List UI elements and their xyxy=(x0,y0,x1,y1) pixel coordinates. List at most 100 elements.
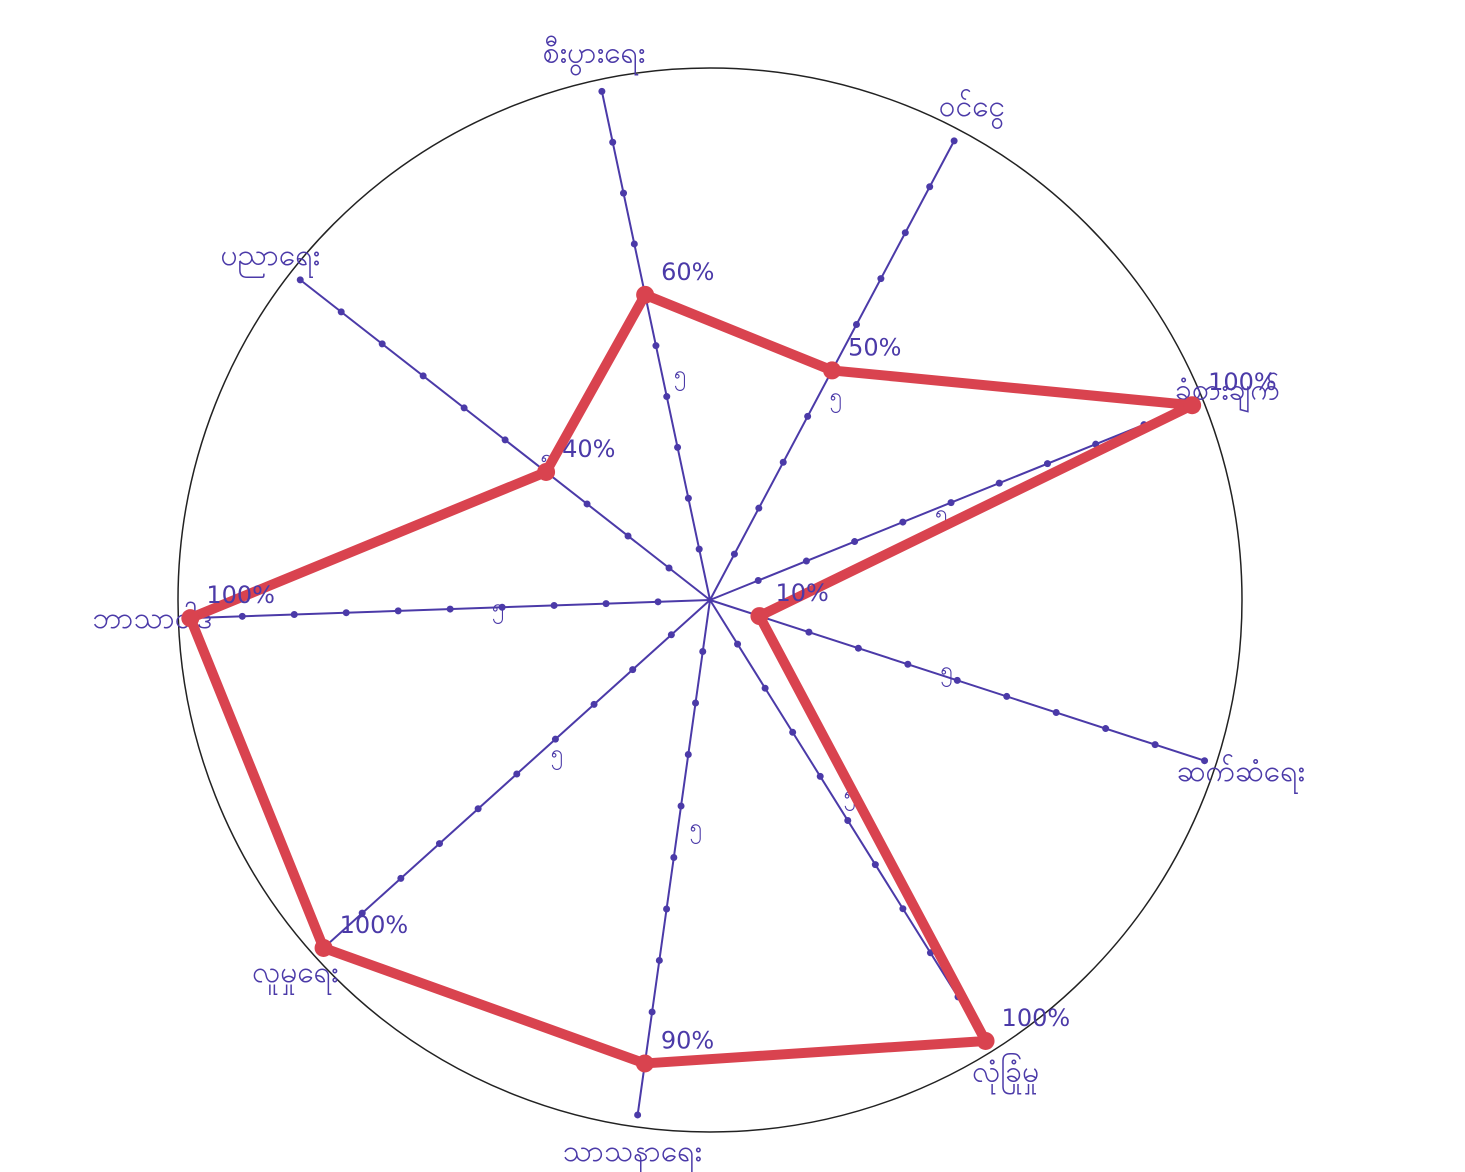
tick-dot xyxy=(625,532,632,539)
tick-dot xyxy=(853,321,860,328)
tick-dot xyxy=(877,275,884,282)
data-point xyxy=(977,1032,995,1050)
data-point xyxy=(315,939,333,957)
tick-dot xyxy=(629,666,636,673)
value-label: 100% xyxy=(1208,368,1277,396)
tick-dot xyxy=(899,519,906,526)
tick-dot xyxy=(584,500,591,507)
tick-dot xyxy=(1044,460,1051,467)
tick-dot xyxy=(996,480,1003,487)
tick-dot xyxy=(685,751,692,758)
tick-dot xyxy=(620,190,627,197)
tick-dot xyxy=(899,905,906,912)
tick-dot xyxy=(780,459,787,466)
tick-dot xyxy=(291,611,298,618)
tick-dot xyxy=(948,499,955,506)
mid-label: ၅ xyxy=(941,658,953,687)
tick-dot xyxy=(668,631,675,638)
tick-dot xyxy=(1053,709,1060,716)
tick-dot xyxy=(631,240,638,247)
tick-dot xyxy=(634,1111,641,1118)
tick-dot xyxy=(663,393,670,400)
mid-label: ၅ xyxy=(830,384,842,413)
tick-dot xyxy=(902,229,909,236)
tick-dot xyxy=(804,413,811,420)
chart: ၅စီးပွားရေး၅ဝင်ငွေ၅ခံစားချက်၅ဆက်ဆံရေး၅လု… xyxy=(0,0,1465,1172)
tick-dot xyxy=(666,564,673,571)
tick-dot xyxy=(855,645,862,652)
tick-dot xyxy=(872,861,879,868)
tick-dot xyxy=(1152,741,1159,748)
tick-dot xyxy=(297,276,304,283)
tick-dot xyxy=(755,505,762,512)
tick-dot xyxy=(338,308,345,315)
mid-label: ၅ xyxy=(674,362,686,391)
data-point xyxy=(537,463,555,481)
tick-dot xyxy=(591,701,598,708)
page: {"chart_data": { "type": "radar", "categ… xyxy=(0,0,1465,1172)
tick-dot xyxy=(817,773,824,780)
tick-dot xyxy=(420,372,427,379)
axis-label: ဆက်ဆံရေး xyxy=(1176,754,1305,795)
value-label: 10% xyxy=(775,579,828,607)
data-point xyxy=(750,607,768,625)
tick-dot xyxy=(663,905,670,912)
tick-dot xyxy=(475,805,482,812)
tick-dot xyxy=(551,602,558,609)
tick-dot xyxy=(699,648,706,655)
tick-dot xyxy=(670,854,677,861)
tick-dot xyxy=(678,802,685,809)
tick-dot xyxy=(904,661,911,668)
tick-dot xyxy=(844,817,851,824)
tick-dot xyxy=(789,729,796,736)
tick-dot xyxy=(649,1008,656,1015)
tick-dot xyxy=(1102,725,1109,732)
tick-dot xyxy=(598,88,605,95)
value-label: 50% xyxy=(848,333,901,361)
data-point xyxy=(1183,396,1201,414)
tick-dot xyxy=(655,598,662,605)
value-label: 100% xyxy=(206,581,275,609)
tick-dot xyxy=(755,577,762,584)
axis-label: ဝင်ငွေ xyxy=(939,89,1005,130)
tick-dot xyxy=(239,613,246,620)
tick-dot xyxy=(951,137,958,144)
tick-dot xyxy=(731,551,738,558)
tick-dot xyxy=(395,607,402,614)
value-label: 40% xyxy=(562,435,615,463)
value-label: 60% xyxy=(661,258,714,286)
tick-dot xyxy=(502,436,509,443)
value-label: 90% xyxy=(661,1026,714,1054)
data-area xyxy=(190,295,1192,1064)
tick-dot xyxy=(1003,693,1010,700)
tick-dot xyxy=(805,629,812,636)
mid-label: ၅ xyxy=(551,741,563,770)
mid-label: ၅ xyxy=(690,815,702,844)
tick-dot xyxy=(447,606,454,613)
tick-dot xyxy=(343,609,350,616)
tick-dot xyxy=(926,183,933,190)
tick-dot xyxy=(674,444,681,451)
tick-dot xyxy=(954,677,961,684)
tick-dot xyxy=(696,546,703,553)
tick-dot xyxy=(692,699,699,706)
value-label: 100% xyxy=(340,911,409,939)
axis-label: လူမှုရေး xyxy=(252,955,338,996)
tick-dot xyxy=(734,641,741,648)
tick-dot xyxy=(436,840,443,847)
tick-dot xyxy=(652,342,659,349)
data-point xyxy=(636,286,654,304)
data-point xyxy=(636,1054,654,1072)
tick-dot xyxy=(397,875,404,882)
axis-label: စီးပွားရေး xyxy=(543,36,646,77)
tick-dot xyxy=(851,538,858,545)
tick-dot xyxy=(461,404,468,411)
tick-dot xyxy=(609,139,616,146)
tick-dot xyxy=(803,558,810,565)
tick-dot xyxy=(603,600,610,607)
tick-dot xyxy=(513,770,520,777)
tick-dot xyxy=(762,685,769,692)
axis-label: ပညာရေး xyxy=(220,238,320,279)
tick-dot xyxy=(656,957,663,964)
tick-dot xyxy=(685,495,692,502)
